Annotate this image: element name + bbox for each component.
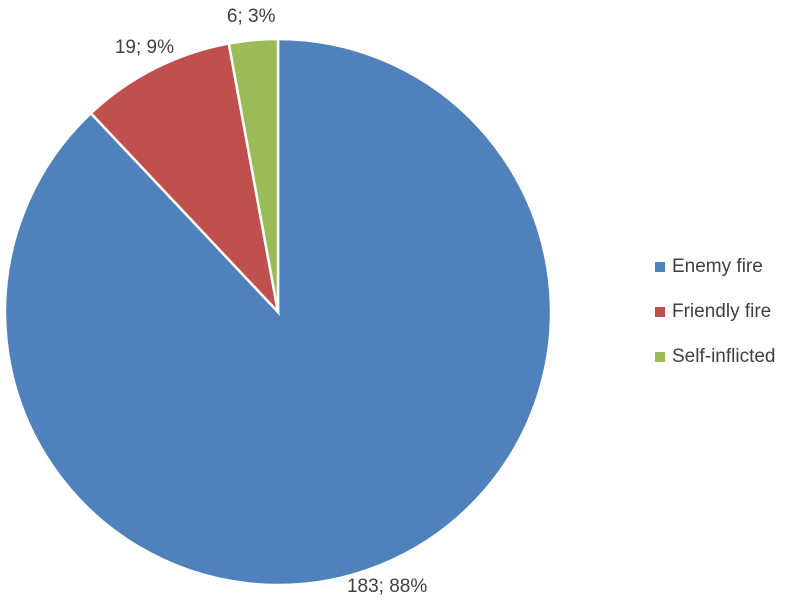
data-label: 6; 3% [227, 6, 276, 27]
data-label: 19; 9% [115, 37, 174, 58]
legend-swatch [655, 262, 665, 272]
data-label: 183; 88% [347, 576, 427, 597]
legend-label: Friendly fire [672, 301, 771, 322]
legend-swatch [655, 307, 665, 317]
legend-swatch [655, 352, 665, 362]
pie-slice [3, 37, 553, 587]
pie-slice [89, 42, 280, 316]
pie-slice [227, 37, 280, 313]
legend-label: Enemy fire [672, 256, 763, 277]
legend-label: Self-inflicted [672, 346, 776, 367]
